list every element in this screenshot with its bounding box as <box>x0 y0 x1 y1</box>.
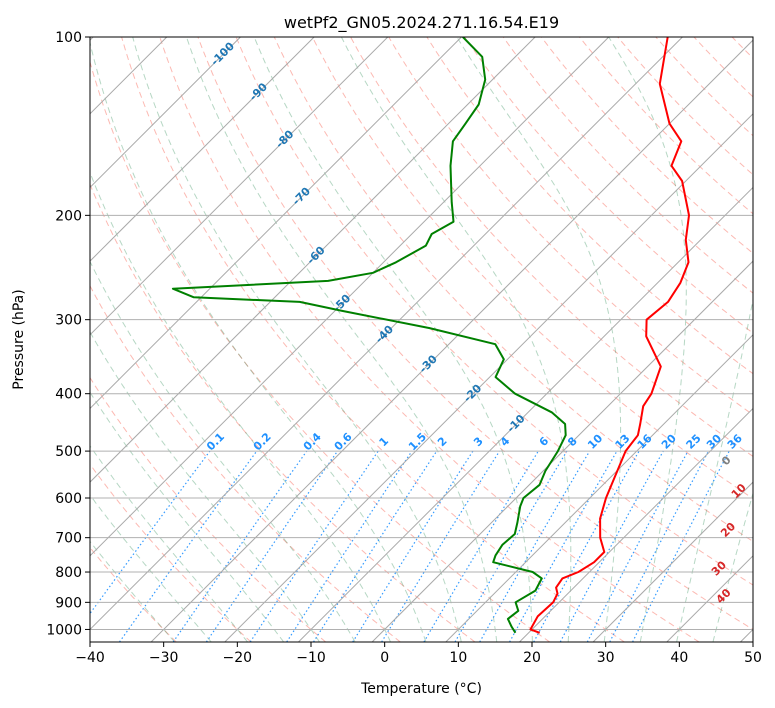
chart-title: wetPf2_GN05.2024.271.16.54.E19 <box>284 13 559 33</box>
isotherm-line <box>90 37 462 410</box>
y-tick-label: 600 <box>55 491 82 507</box>
x-tick-label: −10 <box>296 650 326 666</box>
moist-adiabat-line <box>676 296 753 642</box>
y-tick-label: 900 <box>55 595 82 611</box>
dry-adiabat-line <box>90 463 252 642</box>
y-axis-label: Pressure (hPa) <box>11 289 27 389</box>
temperature-trace <box>529 37 690 634</box>
y-tick-label: 500 <box>55 444 82 460</box>
dry-adiabat-line <box>502 37 753 294</box>
moist-adiabat-line <box>712 491 753 642</box>
x-tick-label: 20 <box>523 650 541 666</box>
dry-adiabat-line <box>121 37 625 642</box>
mixing-ratio-line <box>312 450 438 642</box>
x-tick-label: 50 <box>744 650 762 666</box>
mixing-ratio-line <box>632 450 730 642</box>
x-tick-label: −40 <box>75 650 105 666</box>
mixing-ratio-line <box>172 450 308 642</box>
isotherm-line <box>224 113 753 642</box>
dry-adiabat-line <box>159 37 700 642</box>
moist-adiabat-line <box>90 445 248 642</box>
mixing-ratio-line <box>286 450 413 642</box>
dry-adiabat-line <box>90 60 551 642</box>
mixing-ratio-line <box>119 450 258 642</box>
moist-adiabat-line <box>90 391 285 642</box>
x-tick-label: 40 <box>670 650 688 666</box>
isotherm-grid <box>90 37 753 642</box>
x-axis-label: Temperature (°C) <box>360 681 482 697</box>
dry-adiabat-line <box>90 376 327 642</box>
plot-frame <box>89 36 754 643</box>
moist-adiabat-line <box>132 37 462 642</box>
moist-adiabat-line <box>90 540 176 642</box>
y-tick-label: 800 <box>55 565 82 581</box>
mixing-ratio-lines <box>90 450 730 642</box>
isotherm-line <box>519 407 753 642</box>
dewpoint-trace <box>171 37 567 634</box>
isotherm-line <box>298 186 753 642</box>
moist-adiabat-line <box>608 37 687 642</box>
mixing-ratio-line <box>559 450 664 642</box>
x-tick-label: 30 <box>597 650 615 666</box>
moist-adiabat-line <box>90 171 391 642</box>
isotherm-line <box>90 37 315 262</box>
isotherm-line <box>90 37 610 557</box>
moist-adiabat-line <box>340 37 572 642</box>
isotherm-line <box>371 260 753 642</box>
x-tick-label: −30 <box>149 650 179 666</box>
y-tick-label: 400 <box>55 387 82 403</box>
isotherm-line <box>445 334 753 642</box>
moist-adiabat-line <box>90 330 320 642</box>
mixing-ratio-line <box>509 450 618 642</box>
mixing-ratio-line <box>249 450 379 642</box>
x-tick-label: 0 <box>380 650 389 666</box>
moist-adiabat-line <box>90 494 212 642</box>
x-tick-label: −20 <box>223 650 253 666</box>
y-tick-label: 200 <box>55 208 82 224</box>
dry-adiabat-line <box>311 37 753 500</box>
y-axis: 100 200 300 400 500 600 700 800 900 1000 <box>46 30 90 638</box>
isotherm-line <box>90 37 683 631</box>
y-tick-label: 1000 <box>46 622 82 638</box>
mixing-ratio-line <box>205 450 338 642</box>
isotherm-line <box>90 37 241 189</box>
y-tick-label: 100 <box>55 30 82 46</box>
mixing-ratio-line <box>533 450 640 642</box>
moist-adiabat-line <box>253 37 533 642</box>
y-tick-label: 700 <box>55 531 82 547</box>
x-axis: −40 −30 −20 −10 0 10 20 30 40 50 <box>75 642 762 666</box>
moist-adiabat-line <box>90 260 356 642</box>
mixing-ratio-line <box>90 450 211 615</box>
moist-adiabat-line <box>90 40 427 642</box>
isotherm-line <box>90 37 389 336</box>
isotherm-line <box>150 39 753 642</box>
mixing-ratio-line <box>381 450 501 642</box>
sounding-traces <box>171 37 690 634</box>
isotherm-line <box>90 37 536 483</box>
y-tick-label: 300 <box>55 313 82 329</box>
dry-adiabat-line <box>273 37 753 543</box>
x-tick-label: 10 <box>449 650 467 666</box>
isotherm-line <box>592 481 753 642</box>
dry-adiabat-line <box>197 37 753 630</box>
mixing-ratio-line <box>352 450 474 642</box>
pressure-grid <box>90 37 753 630</box>
moist-adiabats <box>90 37 753 642</box>
